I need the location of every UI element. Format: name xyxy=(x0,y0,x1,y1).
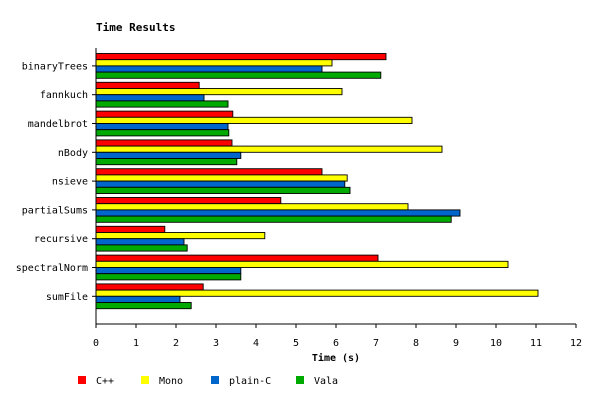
category-label-partialsums: partialSums xyxy=(22,205,88,216)
bar-mandelbrot-c xyxy=(95,110,234,118)
legend-swatch-c xyxy=(78,376,86,384)
bar-sumfile-plain-c xyxy=(95,295,181,303)
bar-mandelbrot-mono xyxy=(95,116,413,124)
bar-fannkuch-c xyxy=(95,81,200,89)
bar-binarytrees-vala xyxy=(95,71,382,79)
bar-spectralnorm-vala xyxy=(95,273,242,281)
x-tick-label: 3 xyxy=(213,338,219,349)
bars-layer xyxy=(95,53,539,310)
legend-label-c: C++ xyxy=(96,376,114,387)
x-ticks: 0 1 2 3 4 5 6 7 8 9 10 11 12 xyxy=(93,324,582,349)
category-label-recursive: recursive xyxy=(34,234,88,245)
x-tick-label: 7 xyxy=(373,338,379,349)
category-label-nsieve: nsieve xyxy=(52,177,88,188)
bar-nbody-plain-c xyxy=(95,151,242,159)
legend-swatch-mono xyxy=(141,376,149,384)
bar-binarytrees-plain-c xyxy=(95,65,323,73)
category-label-mandelbrot: mandelbrot xyxy=(28,119,88,130)
bar-sumfile-c xyxy=(95,283,204,291)
category-label-nbody: nBody xyxy=(58,148,88,159)
bar-binarytrees-c xyxy=(95,53,387,61)
bar-nsieve-c xyxy=(95,168,323,176)
bar-fannkuch-mono xyxy=(95,88,343,96)
bar-mandelbrot-plain-c xyxy=(95,123,229,131)
x-tick-label: 6 xyxy=(333,338,339,349)
bar-spectralnorm-mono xyxy=(95,260,509,268)
bar-nbody-vala xyxy=(95,158,238,166)
category-label-sumfile: sumFile xyxy=(46,292,88,303)
x-tick-label: 4 xyxy=(253,338,259,349)
bar-fannkuch-plain-c xyxy=(95,94,205,102)
x-tick-label: 1 xyxy=(133,338,139,349)
bar-partialsums-c xyxy=(95,197,282,205)
bar-spectralnorm-c xyxy=(95,254,379,262)
bar-nsieve-mono xyxy=(95,174,348,182)
legend-label-vala: Vala xyxy=(314,376,338,387)
bar-spectralnorm-plain-c xyxy=(95,267,242,275)
legend-label-plain-c: plain-C xyxy=(229,376,271,387)
legend-label-mono: Mono xyxy=(159,376,183,387)
chart-title: Time Results xyxy=(96,21,176,34)
bar-nsieve-vala xyxy=(95,186,351,194)
bar-partialsums-plain-c xyxy=(95,209,461,217)
category-label-binarytrees: binaryTrees xyxy=(22,61,88,72)
bar-nsieve-plain-c xyxy=(95,180,346,188)
legend-swatch-plain-c xyxy=(211,376,219,384)
bar-nbody-c xyxy=(95,139,233,147)
bar-recursive-vala xyxy=(95,244,188,252)
bar-nbody-mono xyxy=(95,145,443,153)
category-labels: binaryTrees fannkuch mandelbrot nBody nsieve… xyxy=(16,61,96,303)
x-tick-label: 12 xyxy=(570,338,582,349)
x-axis-title: Time (s) xyxy=(312,352,360,364)
x-tick-label: 8 xyxy=(413,338,419,349)
bar-sumfile-vala xyxy=(95,302,192,310)
x-tick-label: 11 xyxy=(530,338,542,349)
bar-partialsums-vala xyxy=(95,215,452,223)
x-tick-label: 5 xyxy=(293,338,299,349)
bar-sumfile-mono xyxy=(95,289,539,297)
x-tick-label: 0 xyxy=(93,338,99,349)
category-label-fannkuch: fannkuch xyxy=(40,90,88,101)
bar-partialsums-mono xyxy=(95,203,409,211)
bar-binarytrees-mono xyxy=(95,59,333,67)
bar-recursive-c xyxy=(95,225,166,233)
x-tick-label: 10 xyxy=(490,338,502,349)
category-label-spectralnorm: spectralNorm xyxy=(16,263,88,274)
bar-recursive-mono xyxy=(95,232,266,240)
bar-mandelbrot-vala xyxy=(95,129,230,137)
x-tick-label: 9 xyxy=(453,338,459,349)
bar-fannkuch-vala xyxy=(95,100,229,108)
x-tick-label: 2 xyxy=(173,338,179,349)
bar-recursive-plain-c xyxy=(95,238,185,246)
legend: C++ Mono plain-C Vala xyxy=(78,376,338,387)
legend-swatch-vala xyxy=(296,376,304,384)
